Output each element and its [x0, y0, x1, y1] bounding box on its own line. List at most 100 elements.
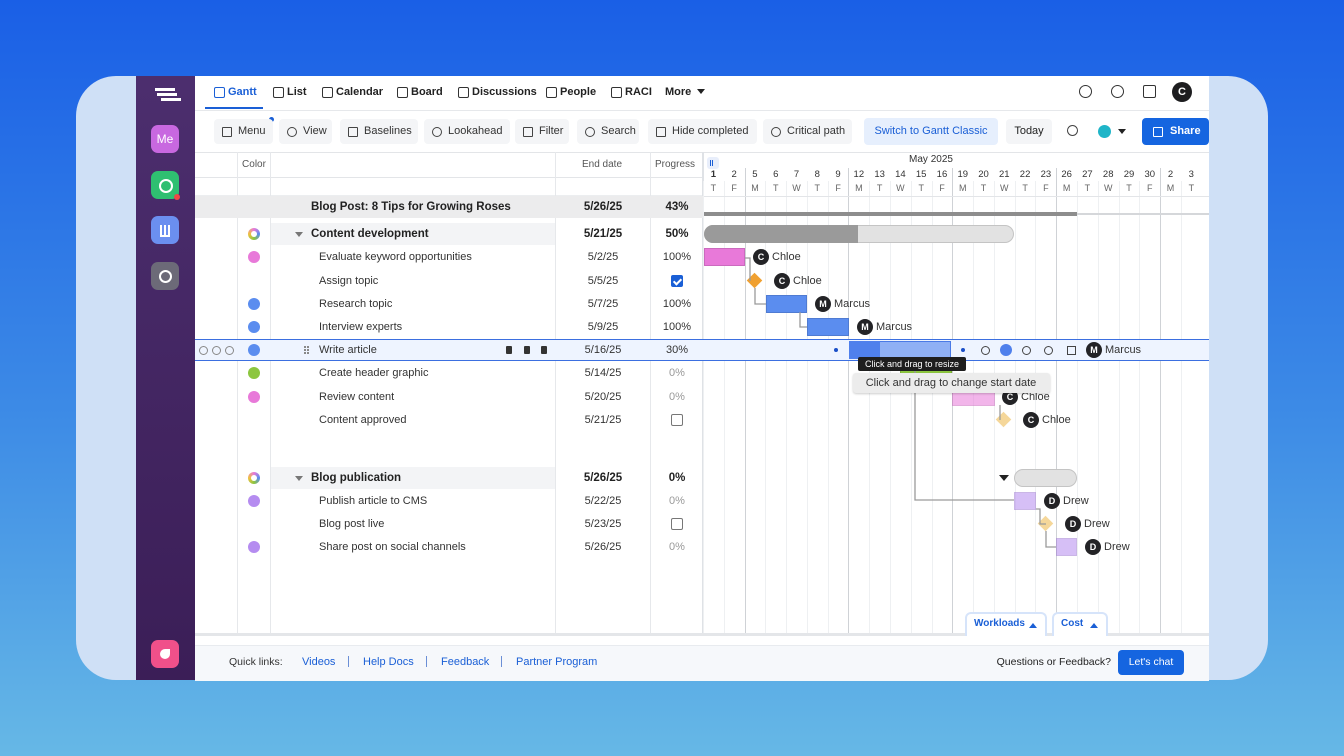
checkbox[interactable]: [671, 275, 683, 287]
section-name[interactable]: Content development: [311, 228, 429, 240]
task-name[interactable]: Content approved: [319, 414, 407, 426]
bar-color[interactable]: [1000, 344, 1012, 356]
task-name[interactable]: Evaluate keyword opportunities: [319, 251, 472, 263]
column-header: Progress: [654, 159, 696, 170]
section-name[interactable]: Blog Post: 8 Tips for Growing Roses: [311, 201, 511, 213]
section-name[interactable]: Blog publication: [311, 472, 402, 484]
color-dot[interactable]: [1098, 125, 1111, 138]
nav-tab[interactable]: List: [287, 86, 307, 98]
resize-handle[interactable]: [961, 348, 965, 352]
bar-tool[interactable]: [1022, 346, 1031, 355]
launch-button[interactable]: [151, 640, 179, 668]
more-caret: [697, 89, 705, 98]
toolbar-button[interactable]: [214, 119, 273, 144]
footer-link[interactable]: Partner Program: [516, 656, 598, 668]
chat-icon: [159, 179, 173, 193]
logo: [155, 88, 175, 91]
day-line: [703, 181, 704, 634]
end-date: 5/26/25: [583, 201, 623, 213]
task-name[interactable]: Interview experts: [319, 321, 403, 333]
section-row: [271, 223, 555, 245]
header-icon[interactable]: [1111, 85, 1124, 98]
weekday-label: T: [980, 183, 987, 193]
day-label: 27: [1082, 169, 1093, 180]
task-name[interactable]: Assign topic: [319, 275, 379, 287]
task-name[interactable]: Review content: [319, 391, 395, 403]
weekday-label: T: [1126, 183, 1132, 193]
user-avatar[interactable]: C: [1172, 82, 1192, 102]
bar-tool[interactable]: [1067, 346, 1076, 355]
weekday-label: F: [939, 183, 945, 193]
timeline-line: [704, 196, 1209, 197]
end-date: 5/21/25: [584, 414, 622, 426]
toolbar-button[interactable]: [515, 119, 569, 144]
nav-tab[interactable]: RACI: [625, 86, 652, 98]
toolbar-button[interactable]: [648, 119, 757, 144]
day-line: [1097, 181, 1099, 634]
day-line: [973, 181, 975, 634]
day-label: 19: [957, 169, 969, 180]
toolbar-button[interactable]: [340, 119, 418, 144]
task-name[interactable]: Research topic: [319, 298, 393, 310]
checkbox[interactable]: [671, 518, 683, 530]
column-header: Color: [242, 159, 266, 170]
expand-caret[interactable]: [295, 476, 303, 485]
analytics-button[interactable]: [151, 216, 179, 244]
task-bar: [807, 318, 849, 336]
search-button[interactable]: [151, 262, 179, 290]
task-name[interactable]: Publish article to CMS: [319, 495, 428, 507]
expand-caret[interactable]: [295, 232, 303, 241]
nav-tab[interactable]: More: [665, 86, 692, 98]
row-tool[interactable]: [541, 346, 547, 354]
panel-tab[interactable]: [1052, 612, 1108, 636]
nav-tab[interactable]: Gantt: [228, 86, 257, 98]
nav-tab[interactable]: People: [560, 86, 597, 98]
row-tool[interactable]: [524, 346, 530, 354]
footer-link[interactable]: Videos: [302, 656, 336, 668]
bar-tool[interactable]: [1044, 346, 1053, 355]
day-line: [1180, 181, 1182, 634]
classic-button[interactable]: [864, 118, 998, 145]
nav-tab[interactable]: Board: [411, 86, 443, 98]
row-action[interactable]: [212, 346, 221, 355]
task-name[interactable]: Share post on social channels: [319, 541, 466, 553]
task-name[interactable]: Create header graphic: [319, 367, 429, 379]
progress: 50%: [665, 228, 689, 240]
me-button[interactable]: Me: [151, 125, 179, 153]
task-name[interactable]: Blog post live: [319, 518, 385, 530]
sidebar: [136, 76, 195, 680]
day-line: [1035, 181, 1037, 634]
assignee-avatar: M: [815, 296, 831, 312]
chat-button[interactable]: [1118, 650, 1184, 675]
row-tool[interactable]: [506, 346, 512, 354]
day-label: 2: [731, 169, 737, 180]
task-name[interactable]: Write article: [319, 344, 377, 356]
footer-link[interactable]: Feedback: [441, 656, 490, 668]
resize-handle[interactable]: [834, 348, 838, 352]
weekday-label: F: [731, 183, 737, 193]
footer-link[interactable]: Help Docs: [363, 656, 414, 668]
selected-row: [195, 339, 1209, 361]
day-line: [993, 181, 995, 634]
nav-tab[interactable]: Discussions: [472, 86, 537, 98]
toolbar-icon: [222, 127, 232, 137]
checkbox[interactable]: [671, 414, 683, 426]
row-action[interactable]: [199, 346, 208, 355]
assignee-avatar: M: [1086, 342, 1102, 358]
today-button[interactable]: [1006, 119, 1052, 144]
toolbar-icon: [523, 127, 533, 137]
header-icon[interactable]: [1079, 85, 1092, 98]
row-action[interactable]: [225, 346, 234, 355]
weekday-label: W: [1103, 183, 1113, 193]
assignee-initial: C: [778, 276, 786, 286]
header-icon[interactable]: [1143, 85, 1156, 98]
toolbar-label: View: [303, 125, 327, 137]
nav-tab[interactable]: Calendar: [336, 86, 384, 98]
zoom-icon[interactable]: [1067, 125, 1078, 136]
bar-tool[interactable]: [981, 346, 990, 355]
assignee-avatar: D: [1065, 516, 1081, 532]
toolbar-icon: [287, 127, 297, 137]
today-label: Today: [1014, 125, 1044, 137]
weekday-label: W: [792, 183, 801, 193]
day-label: 12: [853, 169, 865, 180]
